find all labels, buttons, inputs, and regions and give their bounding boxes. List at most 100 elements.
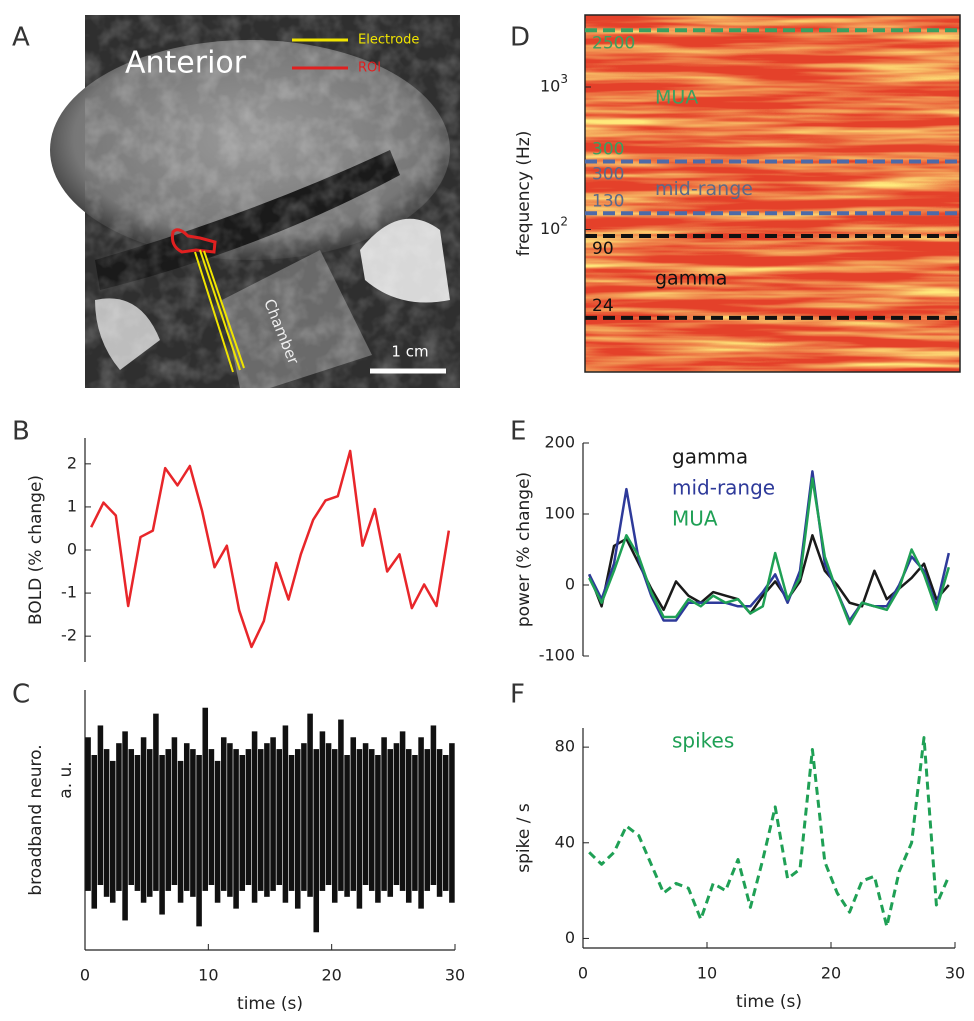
x-axis-label: time (s) [736, 992, 802, 1012]
mri-image [50, 15, 460, 388]
data-line [90, 449, 451, 649]
range-bar [251, 731, 258, 903]
x-tick-label: 30 [445, 966, 465, 985]
x-tick-label: 10 [697, 964, 717, 983]
x-tick-label: 10 [198, 966, 218, 985]
range-bar [399, 731, 406, 891]
band-upper-label: 2500 [592, 33, 635, 53]
y-tick-label: 103 [540, 71, 568, 95]
x-tick-label: 0 [80, 966, 90, 985]
range-bar [449, 743, 455, 903]
range-bar [146, 749, 153, 897]
range-bar [134, 755, 141, 891]
legend-label: mid-range [672, 476, 775, 500]
y-tick-label: 0 [565, 575, 575, 594]
range-bar [165, 749, 172, 891]
range-bar [350, 737, 357, 891]
y-tick-label: 100 [544, 504, 575, 523]
y-axis-label: frequency (Hz) [514, 131, 534, 257]
y-tick-label: 2 [67, 453, 77, 472]
y-tick-label: 80 [555, 737, 575, 756]
legend-label: ROI [358, 61, 381, 76]
range-bar [288, 755, 295, 891]
range-bar [91, 755, 98, 909]
data-line [588, 736, 951, 928]
range-bar [103, 749, 110, 897]
panel-label: E [510, 417, 526, 447]
range-bar [122, 731, 128, 921]
scale-bar-label: 1 cm [391, 343, 428, 361]
y-tick-exponent: 2 [560, 214, 568, 228]
range-bar [344, 755, 350, 897]
range-bar [214, 760, 221, 903]
range-bar [442, 755, 449, 891]
y-tick-label: 200 [544, 433, 575, 452]
range-bar [239, 755, 246, 891]
range-bar [282, 725, 289, 903]
range-bar [331, 749, 338, 903]
range-bar [430, 725, 437, 885]
range-bar [307, 713, 313, 897]
range-bar [381, 737, 387, 891]
range-bar [418, 737, 424, 909]
range-bar [97, 725, 104, 885]
y-axis-label: BOLD (% change) [26, 475, 46, 625]
range-bar [196, 755, 202, 927]
legend-label: MUA [672, 507, 718, 531]
range-bar [153, 713, 159, 891]
range-bar [294, 749, 301, 909]
range-bar [436, 749, 443, 897]
range-bar [276, 749, 283, 885]
range-bar [171, 737, 178, 885]
data-line [588, 477, 951, 626]
range-bar [325, 743, 332, 885]
range-bar [393, 743, 400, 885]
x-axis-label: time (s) [237, 994, 303, 1014]
x-tick-label: 20 [821, 964, 841, 983]
panel-label: D [510, 23, 530, 53]
range-bar [190, 749, 196, 897]
band-name: gamma [655, 267, 727, 289]
y-tick-label: 40 [555, 832, 575, 851]
range-bar [85, 737, 91, 891]
panel-label: B [12, 417, 30, 447]
y-tick-label: -2 [61, 626, 77, 645]
legend-label: Electrode [358, 33, 419, 48]
band-lower-label: 130 [592, 191, 624, 211]
band-lower-label: 300 [592, 140, 624, 160]
range-bar [387, 749, 394, 897]
range-bar [319, 731, 326, 891]
y-tick-exponent: 3 [560, 71, 568, 85]
y-tick-label: 0 [67, 540, 77, 559]
range-bar [183, 743, 190, 891]
x-tick-label: 30 [945, 964, 965, 983]
unit-label: a. u. [56, 761, 76, 798]
range-bar [257, 749, 264, 891]
spectrogram [584, 14, 961, 373]
range-bar [264, 743, 270, 897]
range-bar [301, 743, 307, 891]
range-bar [227, 743, 233, 897]
range-bar [375, 755, 381, 903]
range-bar [405, 749, 412, 903]
range-bar [424, 749, 431, 891]
band-lower-label: 24 [592, 296, 614, 316]
y-tick-label: -1 [61, 583, 77, 602]
image-title: Anterior [125, 46, 247, 81]
panel-label: A [12, 23, 30, 53]
legend-label: gamma [672, 445, 748, 469]
range-bar [412, 755, 418, 891]
range-bar [116, 743, 122, 891]
y-tick-label: 0 [565, 928, 575, 947]
legend-label: spikes [672, 729, 734, 753]
range-bar [338, 719, 344, 891]
y-tick-label: -100 [539, 646, 575, 665]
band-name: mid-range [655, 178, 753, 200]
range-bar [368, 749, 375, 891]
y-axis-label: broadband neuro. [26, 744, 46, 895]
range-bar [356, 749, 363, 909]
band-upper-label: 90 [592, 239, 614, 259]
range-bar [233, 749, 239, 909]
band-name: MUA [655, 86, 698, 108]
y-axis-label: power (% change) [514, 472, 534, 627]
